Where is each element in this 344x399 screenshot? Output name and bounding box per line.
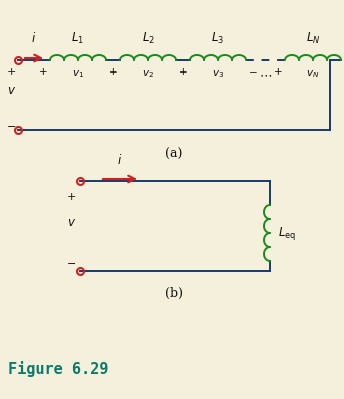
Text: $+$: $+$ bbox=[108, 66, 118, 77]
Text: $+$: $+$ bbox=[273, 66, 283, 77]
Text: $L_N$: $L_N$ bbox=[306, 31, 320, 46]
Text: Figure 6.29: Figure 6.29 bbox=[8, 361, 108, 377]
Text: $v_3$: $v_3$ bbox=[212, 68, 224, 80]
Text: $v_N$: $v_N$ bbox=[306, 68, 320, 80]
Text: $-$: $-$ bbox=[6, 120, 16, 130]
Text: $L_3$: $L_3$ bbox=[212, 31, 225, 46]
Text: $v$: $v$ bbox=[67, 215, 76, 229]
Text: $+$: $+$ bbox=[66, 191, 76, 202]
Text: $\cdots$: $\cdots$ bbox=[259, 68, 272, 81]
Text: $-$: $-$ bbox=[248, 66, 258, 76]
Text: $v_2$: $v_2$ bbox=[142, 68, 154, 80]
Text: $v_1$: $v_1$ bbox=[72, 68, 84, 80]
Text: $-$: $-$ bbox=[343, 66, 344, 76]
Text: $+$: $+$ bbox=[39, 66, 48, 77]
Text: $+$: $+$ bbox=[179, 66, 188, 77]
Text: $i$: $i$ bbox=[117, 153, 122, 167]
Text: $L_1$: $L_1$ bbox=[72, 31, 85, 46]
Text: $+$: $+$ bbox=[6, 66, 16, 77]
Text: $L_2$: $L_2$ bbox=[141, 31, 154, 46]
Text: $-$: $-$ bbox=[178, 66, 187, 76]
Text: $v$: $v$ bbox=[7, 85, 16, 97]
Text: (b): (b) bbox=[165, 287, 183, 300]
Text: $-$: $-$ bbox=[108, 66, 118, 76]
Text: $-$: $-$ bbox=[66, 257, 76, 267]
Text: (a): (a) bbox=[165, 148, 183, 161]
Text: $i$: $i$ bbox=[31, 31, 36, 45]
Text: $L_{\rm eq}$: $L_{\rm eq}$ bbox=[278, 225, 296, 241]
